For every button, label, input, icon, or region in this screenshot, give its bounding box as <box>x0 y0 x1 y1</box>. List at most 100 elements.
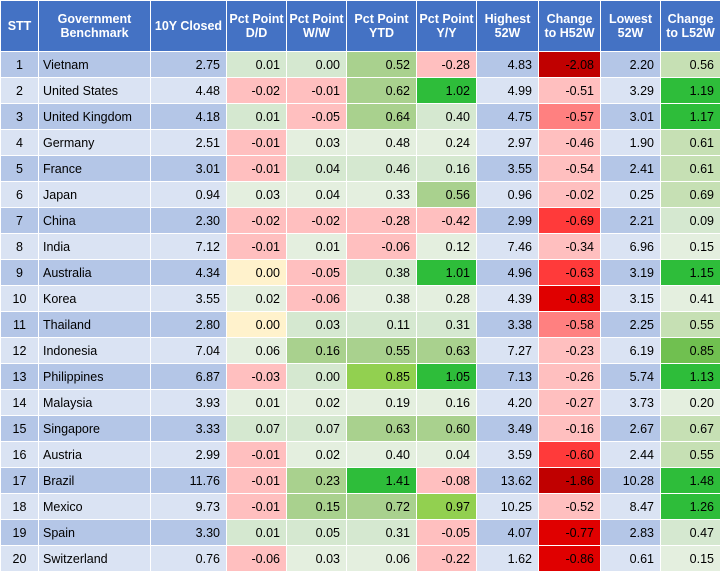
cell-change-h52w: -0.60 <box>538 441 601 468</box>
cell-country: United States <box>38 77 151 104</box>
cell-highest-52w: 4.20 <box>476 389 539 416</box>
header-row: STT Government Benchmark 10Y Closed Pct … <box>0 0 720 52</box>
cell-pct-dd: 0.06 <box>226 337 287 364</box>
cell-lowest-52w: 6.96 <box>600 233 661 260</box>
cell-stt: 20 <box>0 545 39 572</box>
header-pct-ytd: Pct Point YTD <box>346 0 417 52</box>
cell-country: Japan <box>38 181 151 208</box>
cell-pct-ytd: -0.06 <box>346 233 417 260</box>
cell-pct-dd: 0.01 <box>226 103 287 130</box>
cell-pct-yy: 0.56 <box>416 181 477 208</box>
cell-change-h52w: -0.58 <box>538 311 601 338</box>
cell-stt: 7 <box>0 207 39 234</box>
cell-pct-ww: 0.04 <box>286 155 347 182</box>
cell-pct-ytd: 0.31 <box>346 519 417 546</box>
cell-pct-yy: 1.05 <box>416 363 477 390</box>
cell-pct-ww: 0.03 <box>286 129 347 156</box>
cell-stt: 9 <box>0 259 39 286</box>
table-row: 9 Australia 4.34 0.00 -0.05 0.38 1.01 4.96 -0.63… <box>0 259 720 286</box>
cell-country: Germany <box>38 129 151 156</box>
cell-country: Switzerland <box>38 545 151 572</box>
cell-pct-ww: 0.01 <box>286 233 347 260</box>
cell-highest-52w: 4.83 <box>476 51 539 78</box>
cell-pct-yy: 0.63 <box>416 337 477 364</box>
cell-pct-dd: -0.01 <box>226 233 287 260</box>
table-row: 15 Singapore 3.33 0.07 0.07 0.63 0.60 3.49 -0.16… <box>0 415 720 442</box>
cell-10y-closed: 2.51 <box>150 129 227 156</box>
cell-pct-yy: 1.01 <box>416 259 477 286</box>
cell-10y-closed: 7.12 <box>150 233 227 260</box>
cell-change-l52w: 1.13 <box>660 363 720 390</box>
cell-pct-yy: -0.22 <box>416 545 477 572</box>
cell-change-h52w: -1.86 <box>538 467 601 494</box>
cell-pct-dd: 0.02 <box>226 285 287 312</box>
table-row: 11 Thailand 2.80 0.00 0.03 0.11 0.31 3.38 -0.58 2… <box>0 311 720 338</box>
cell-pct-yy: 0.24 <box>416 129 477 156</box>
cell-change-l52w: 1.19 <box>660 77 720 104</box>
cell-pct-dd: -0.01 <box>226 467 287 494</box>
header-10y-closed: 10Y Closed <box>150 0 227 52</box>
cell-pct-ytd: 0.52 <box>346 51 417 78</box>
cell-highest-52w: 4.07 <box>476 519 539 546</box>
cell-country: China <box>38 207 151 234</box>
cell-10y-closed: 3.93 <box>150 389 227 416</box>
cell-country: Brazil <box>38 467 151 494</box>
cell-pct-ww: -0.01 <box>286 77 347 104</box>
header-stt: STT <box>0 0 39 52</box>
cell-lowest-52w: 10.28 <box>600 467 661 494</box>
cell-pct-dd: -0.02 <box>226 77 287 104</box>
cell-pct-dd: 0.00 <box>226 311 287 338</box>
cell-change-h52w: -0.57 <box>538 103 601 130</box>
cell-pct-ww: 0.02 <box>286 389 347 416</box>
cell-stt: 11 <box>0 311 39 338</box>
cell-pct-ytd: 0.55 <box>346 337 417 364</box>
cell-pct-ytd: -0.28 <box>346 207 417 234</box>
cell-pct-dd: -0.03 <box>226 363 287 390</box>
cell-country: Thailand <box>38 311 151 338</box>
cell-10y-closed: 2.75 <box>150 51 227 78</box>
cell-change-l52w: 0.09 <box>660 207 720 234</box>
cell-change-h52w: -0.69 <box>538 207 601 234</box>
cell-pct-yy: 0.97 <box>416 493 477 520</box>
cell-change-l52w: 0.61 <box>660 155 720 182</box>
cell-lowest-52w: 0.61 <box>600 545 661 572</box>
header-pct-ww: Pct Point W/W <box>286 0 347 52</box>
cell-pct-dd: -0.01 <box>226 155 287 182</box>
cell-pct-dd: 0.01 <box>226 389 287 416</box>
table-row: 14 Malaysia 3.93 0.01 0.02 0.19 0.16 4.20 -0.27 3… <box>0 389 720 416</box>
cell-country: Philippines <box>38 363 151 390</box>
cell-change-h52w: -0.02 <box>538 181 601 208</box>
cell-country: France <box>38 155 151 182</box>
cell-pct-yy: 1.02 <box>416 77 477 104</box>
table-row: 5 France 3.01 -0.01 0.04 0.46 0.16 3.55 -0.54 2.4… <box>0 155 720 182</box>
cell-highest-52w: 4.75 <box>476 103 539 130</box>
cell-pct-ytd: 0.48 <box>346 129 417 156</box>
cell-lowest-52w: 8.47 <box>600 493 661 520</box>
cell-pct-yy: 0.12 <box>416 233 477 260</box>
cell-10y-closed: 4.18 <box>150 103 227 130</box>
cell-country: India <box>38 233 151 260</box>
cell-stt: 13 <box>0 363 39 390</box>
cell-pct-ytd: 0.72 <box>346 493 417 520</box>
cell-10y-closed: 4.48 <box>150 77 227 104</box>
cell-pct-dd: -0.01 <box>226 493 287 520</box>
cell-highest-52w: 4.96 <box>476 259 539 286</box>
cell-pct-yy: -0.28 <box>416 51 477 78</box>
cell-10y-closed: 2.99 <box>150 441 227 468</box>
cell-lowest-52w: 3.29 <box>600 77 661 104</box>
cell-stt: 16 <box>0 441 39 468</box>
cell-change-h52w: -0.83 <box>538 285 601 312</box>
cell-change-h52w: -0.34 <box>538 233 601 260</box>
table-row: 2 United States 4.48 -0.02 -0.01 0.62 1.02 4.99… <box>0 77 720 104</box>
cell-change-h52w: -0.26 <box>538 363 601 390</box>
cell-pct-ytd: 0.85 <box>346 363 417 390</box>
cell-pct-dd: 0.03 <box>226 181 287 208</box>
cell-change-h52w: -0.77 <box>538 519 601 546</box>
cell-change-l52w: 0.69 <box>660 181 720 208</box>
cell-lowest-52w: 2.67 <box>600 415 661 442</box>
cell-change-l52w: 0.67 <box>660 415 720 442</box>
cell-pct-ww: 0.07 <box>286 415 347 442</box>
cell-stt: 5 <box>0 155 39 182</box>
cell-pct-ytd: 0.64 <box>346 103 417 130</box>
cell-pct-ww: 0.05 <box>286 519 347 546</box>
